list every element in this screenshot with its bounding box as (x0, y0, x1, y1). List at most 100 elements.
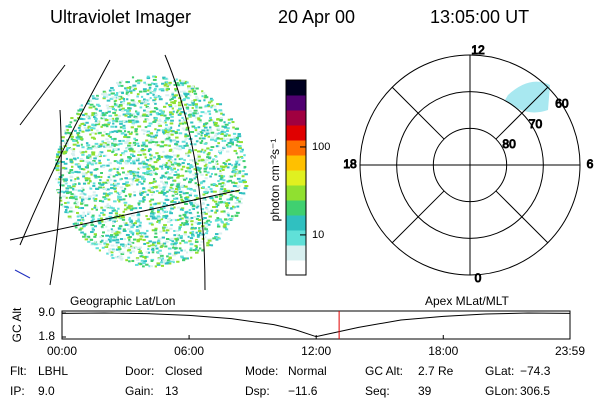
pixel (143, 90, 147, 93)
pixel (143, 232, 147, 235)
pixel (174, 252, 178, 255)
pixel (140, 174, 144, 177)
pixel (241, 175, 245, 178)
pixel (107, 134, 111, 137)
field-value: 9.0 (38, 384, 55, 398)
pixel (184, 80, 188, 83)
pixel (135, 257, 140, 260)
pixel (128, 223, 133, 226)
pixel (206, 171, 210, 174)
field-label: Door: (125, 364, 154, 378)
pixel (117, 83, 120, 86)
pixel (140, 149, 145, 152)
pixel (119, 178, 122, 181)
pixel (190, 203, 194, 206)
pixel (59, 145, 63, 148)
pixel (136, 238, 140, 241)
pixel (109, 239, 113, 242)
pixel (190, 216, 194, 219)
pixel (109, 97, 114, 100)
pixel (74, 170, 78, 173)
pixel (108, 145, 113, 148)
pixel (163, 224, 167, 227)
field-label: Dsp: (245, 384, 270, 398)
pixel (196, 211, 199, 214)
pixel (230, 141, 235, 144)
pixel (134, 207, 138, 210)
pixel (173, 179, 177, 182)
pixel (137, 203, 141, 206)
pixel (111, 105, 115, 108)
pixel (137, 150, 141, 153)
pixel (91, 242, 95, 245)
pixel (66, 211, 69, 214)
pixel (194, 240, 199, 243)
pixel (153, 96, 158, 99)
colorbar-segment (286, 125, 306, 141)
pixel (156, 159, 160, 162)
pixel (166, 85, 170, 88)
pixel (154, 217, 158, 220)
pixel (137, 217, 140, 220)
pixel (111, 221, 115, 224)
pixel (227, 163, 232, 166)
pixel (209, 116, 212, 119)
pixel (124, 87, 127, 90)
pixel (198, 99, 202, 102)
pixel (106, 179, 109, 182)
pixel (105, 133, 110, 136)
pixel (163, 176, 167, 179)
pixel (106, 140, 111, 143)
pixel (179, 90, 182, 93)
pixel (233, 170, 237, 173)
pixel (99, 151, 104, 154)
pixel (61, 139, 65, 142)
pixel (234, 182, 238, 185)
pixel (224, 202, 229, 205)
pixel (152, 135, 156, 138)
pixel (65, 157, 69, 160)
pixel (169, 239, 172, 242)
pixel (77, 164, 82, 167)
pixel (164, 245, 168, 248)
pixel (132, 238, 137, 241)
pixel (158, 124, 163, 127)
pixel (129, 251, 132, 254)
pixel (122, 198, 126, 201)
pixel (82, 118, 86, 121)
pixel (72, 183, 76, 186)
pixel (214, 236, 218, 239)
pixel (174, 89, 177, 92)
pixel (153, 107, 158, 110)
pixel (125, 81, 128, 84)
pixel (180, 111, 185, 114)
pixel (184, 185, 188, 188)
x-tick-label: 06:00 (174, 344, 204, 358)
pixel (213, 184, 217, 187)
pixel (138, 206, 142, 209)
pixel (208, 99, 212, 102)
pixel (233, 136, 237, 139)
pixel (166, 190, 169, 193)
pixel (178, 201, 181, 204)
pixel (140, 182, 144, 185)
pixel (168, 105, 173, 108)
pixel (61, 184, 65, 187)
pixel (143, 242, 147, 245)
pixel (134, 87, 137, 90)
pixel (165, 94, 170, 97)
pixel (92, 159, 96, 162)
pixel (232, 172, 236, 175)
pixel (131, 207, 135, 210)
pixel (185, 219, 189, 222)
pixel (163, 114, 167, 117)
pixel (152, 181, 155, 184)
pixel (80, 198, 85, 201)
pixel (200, 111, 205, 114)
pixel (90, 161, 95, 164)
pixel (75, 221, 78, 224)
pixel (61, 136, 65, 139)
pixel (222, 175, 226, 178)
pixel (97, 218, 101, 221)
pixel (179, 196, 183, 199)
